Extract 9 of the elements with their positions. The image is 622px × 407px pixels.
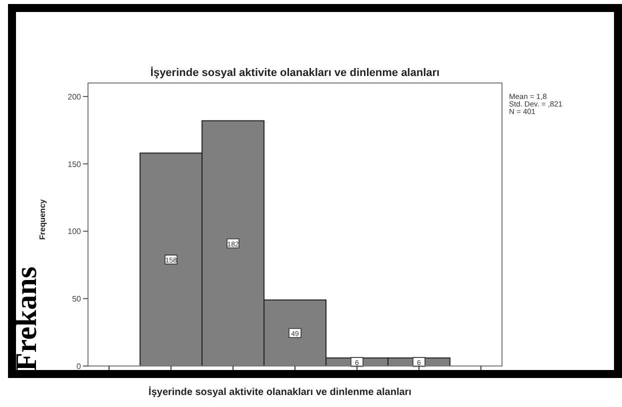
y-tick-label: 100 xyxy=(68,227,82,236)
x-axis-title: İşyerinde sosyal aktivite olanakları ve dinlenme alanları xyxy=(148,386,412,398)
y-tick-label: 200 xyxy=(68,92,82,102)
text: Frekans xyxy=(10,266,43,371)
chart-title: İşyerinde sosyal aktivite olanakları ve dinlenme alanları xyxy=(150,66,440,79)
y-axis-title: Frequency xyxy=(38,198,47,240)
y-tick-label: 0 xyxy=(76,362,82,371)
y-tick-label: 150 xyxy=(68,160,82,169)
y-tick-label: 50 xyxy=(72,294,82,304)
